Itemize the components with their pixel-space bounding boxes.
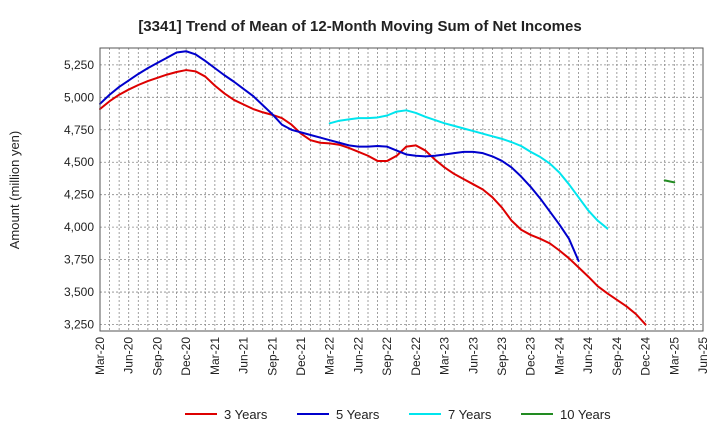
x-tick-label: Jun-23 (466, 337, 480, 374)
legend-label: 10 Years (560, 407, 611, 422)
legend: 3 Years 5 Years 7 Years 10 Years (185, 407, 611, 422)
series-line-7-years (328, 109, 609, 230)
y-tick-label: 4,500 (64, 155, 94, 169)
y-tick-label: 4,000 (64, 220, 94, 234)
legend-label: 5 Years (336, 407, 380, 422)
x-tick-label: Jun-25 (696, 337, 710, 374)
x-tick-label: Jun-21 (237, 337, 251, 374)
x-tick-label: Sep-22 (380, 337, 394, 376)
y-tick-label: 5,250 (64, 58, 94, 72)
x-tick-label: Mar-25 (667, 337, 681, 375)
y-axis: 3,250 3,500 3,750 4,000 4,250 4,500 4,750 5,000… (64, 58, 94, 332)
x-tick-label: Sep-23 (495, 337, 509, 376)
x-tick-label: Sep-20 (150, 337, 164, 376)
chart-title: [3341] Trend of Mean of 12-Month Moving … (138, 18, 581, 35)
x-tick-label: Dec-21 (294, 337, 308, 376)
y-tick-label: 3,250 (64, 318, 94, 332)
x-tick-label: Jun-22 (351, 337, 365, 374)
series-line-5-years (99, 50, 580, 262)
x-tick-label: Dec-23 (524, 337, 538, 376)
series-line-10-years (663, 179, 676, 184)
grid-lines (100, 48, 703, 331)
x-tick-label: Mar-22 (323, 337, 337, 375)
y-tick-label: 3,750 (64, 253, 94, 267)
series-line-3-years (99, 69, 647, 326)
y-axis-label: Amount (million yen) (7, 131, 22, 250)
x-tick-label: Sep-21 (265, 337, 279, 376)
legend-label: 7 Years (448, 407, 492, 422)
x-tick-label: Jun-24 (581, 337, 595, 374)
legend-label: 3 Years (224, 407, 268, 422)
x-tick-label: Dec-22 (409, 337, 423, 376)
x-tick-label: Dec-24 (639, 337, 653, 376)
y-tick-label: 3,500 (64, 285, 94, 299)
x-tick-label: Dec-20 (179, 337, 193, 376)
x-tick-label: Mar-23 (438, 337, 452, 375)
x-tick-label: Mar-20 (93, 337, 107, 375)
plot-frame (99, 47, 704, 332)
y-tick-label: 4,250 (64, 188, 94, 202)
x-tick-label: Mar-21 (208, 337, 222, 375)
x-tick-label: Sep-24 (610, 337, 624, 376)
y-tick-label: 4,750 (64, 123, 94, 137)
x-tick-label: Jun-20 (122, 337, 136, 374)
series-lines (99, 50, 676, 326)
y-tick-label: 5,000 (64, 90, 94, 104)
x-axis: Mar-20 Jun-20 Sep-20 Dec-20 Mar-21 Jun-21 Sep-… (93, 337, 710, 376)
x-tick-label: Mar-24 (552, 337, 566, 375)
